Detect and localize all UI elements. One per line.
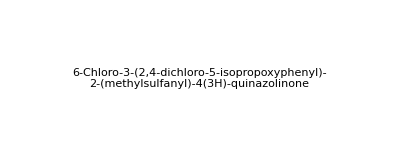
Text: 6-Chloro-3-(2,4-dichloro-5-isopropoxyphenyl)-
2-(methylsulfanyl)-4(3H)-quinazoli: 6-Chloro-3-(2,4-dichloro-5-isopropoxyphe… bbox=[72, 68, 327, 89]
